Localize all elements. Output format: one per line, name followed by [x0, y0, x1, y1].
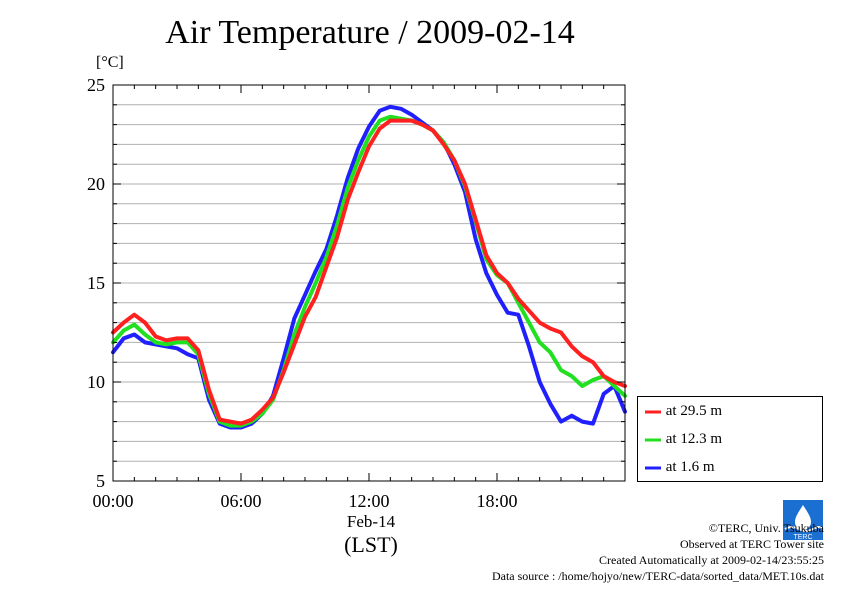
series-layer — [111, 104, 627, 430]
legend-label-1-6m: at 1.6 m — [665, 459, 715, 475]
legend: at 29.5 m at 12.3 m at 1.6 m — [637, 396, 823, 482]
x-axis-date-label: Feb-14 — [346, 512, 396, 531]
terc-logo: TERC — [783, 500, 824, 541]
legend-swatch-12-3m — [645, 438, 661, 442]
x-tick-label: 00:00 — [92, 491, 133, 511]
y-axis-unit-label: [°C] — [96, 54, 124, 71]
legend-item-29-5m: at 29.5 m — [644, 403, 722, 423]
credit-created: Created Automatically at 2009-02-14/23:5… — [599, 553, 824, 567]
y-tick-label: 20 — [87, 174, 105, 194]
x-tick-label: 06:00 — [220, 491, 261, 511]
x-tick-label: 18:00 — [476, 491, 517, 511]
credit-copyright: ©TERC, Univ. Tsukuba — [708, 521, 824, 535]
x-tick-label: 12:00 — [348, 491, 389, 511]
legend-swatch-1-6m — [645, 466, 661, 470]
legend-item-12-3m: at 12.3 m — [644, 431, 722, 451]
logo-text: TERC — [793, 534, 812, 541]
y-tick-label: 15 — [87, 273, 105, 293]
y-tick-label: 25 — [87, 75, 105, 95]
y-tick-label: 10 — [87, 372, 105, 392]
series-line-2 — [111, 104, 627, 430]
legend-swatch-29-5m — [645, 410, 661, 414]
credit-source: Data source : /home/hojyo/new/TERC-data/… — [491, 569, 824, 583]
credit-observed: Observed at TERC Tower site — [679, 537, 824, 551]
series-line-1 — [111, 114, 627, 428]
chart-title: Air Temperature / 2009-02-14 — [165, 14, 575, 51]
axis-layer — [112, 84, 626, 482]
tick-label-layer: 00:00 06:00 12:00 18:00 5 10 15 20 25 — [87, 75, 518, 511]
credits-block: ©TERC, Univ. Tsukuba Observed at TERC To… — [492, 520, 824, 584]
series-line-0 — [111, 118, 627, 426]
legend-label-12-3m: at 12.3 m — [665, 431, 722, 447]
legend-label-29-5m: at 29.5 m — [665, 403, 722, 419]
legend-item-1-6m: at 1.6 m — [644, 459, 715, 479]
grid-layer — [113, 104, 625, 462]
x-axis-unit-label: (LST) — [344, 532, 398, 557]
y-tick-label: 5 — [96, 471, 105, 491]
